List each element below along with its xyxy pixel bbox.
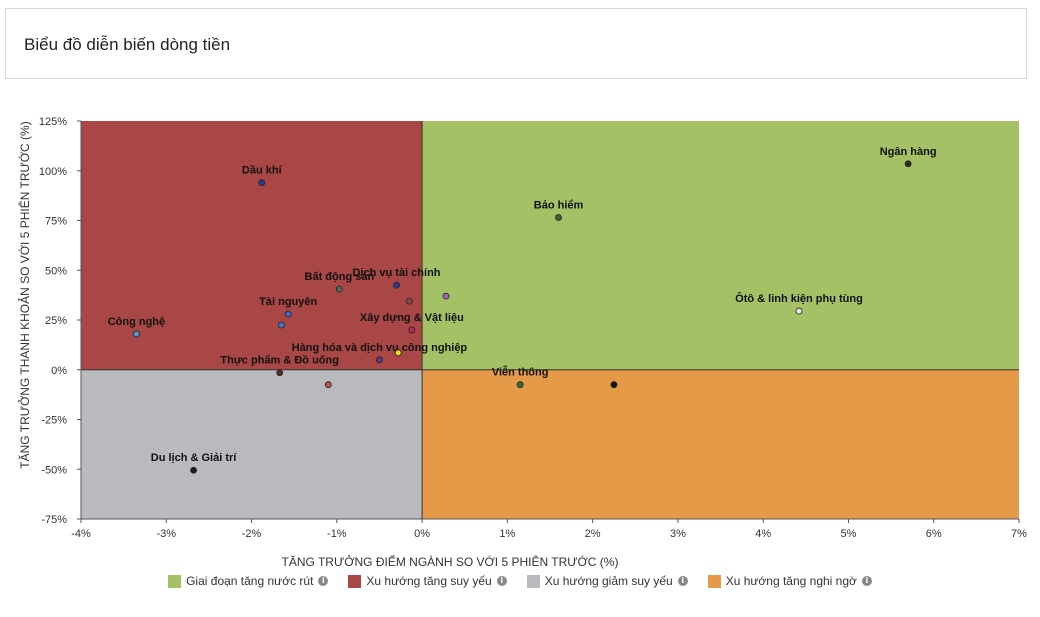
legend-label: Giai đoạn tăng nước rút — [186, 574, 314, 588]
data-point — [405, 297, 413, 305]
y-tick-label: 25% — [45, 315, 67, 327]
y-tick-label: 50% — [45, 265, 67, 277]
page-title: Biểu đồ diễn biến dòng tiền — [24, 35, 231, 54]
x-tick-label: 7% — [1011, 528, 1027, 540]
y-tick-label: -50% — [41, 464, 67, 476]
x-tick-label: -1% — [327, 528, 347, 540]
legend-swatch — [168, 574, 182, 588]
legend-label: Xu hướng tăng suy yếu — [366, 574, 492, 588]
quadrant-top-right — [422, 121, 1019, 370]
data-point — [393, 281, 400, 289]
x-tick-label: 5% — [841, 528, 857, 540]
data-point — [258, 179, 266, 187]
x-tick-label: 0% — [414, 528, 430, 540]
y-tick-label: -25% — [41, 415, 67, 427]
data-point — [276, 369, 284, 377]
point-label: Du lịch & Giải trí — [151, 452, 238, 464]
x-tick-label: -3% — [156, 528, 176, 540]
quadrant-bottom-left — [81, 369, 423, 519]
data-point — [335, 285, 343, 293]
legend-item-weakening-down[interactable]: Xu hướng giảm suy yếu i — [526, 574, 688, 588]
y-tick-label: 125% — [39, 116, 67, 128]
legend-item-weakening-up[interactable]: Xu hướng tăng suy yếu i — [348, 574, 507, 588]
y-tick-label: 100% — [39, 166, 67, 178]
point-label: Ngân hàng — [880, 146, 937, 158]
data-point — [610, 381, 618, 389]
data-point — [442, 292, 450, 300]
x-tick-label: 1% — [499, 528, 515, 540]
data-point — [394, 349, 402, 357]
point-label: Bảo hiểm — [534, 200, 584, 212]
x-tick-label: -2% — [242, 528, 262, 540]
point-label: Công nghệ — [108, 316, 165, 328]
chart-legend: Giai đoạn tăng nước rút i Xu hướng tăng … — [0, 574, 1040, 588]
point-label: Hàng hóa và dịch vụ công nghiệp — [292, 342, 468, 354]
y-tick-label: 75% — [45, 216, 67, 228]
y-tick-label: 0% — [51, 365, 67, 377]
point-label: Xây dựng & Vật liệu — [360, 312, 464, 324]
data-point — [555, 214, 562, 221]
data-point — [516, 381, 524, 389]
x-tick-label: -4% — [71, 528, 91, 540]
data-point — [284, 310, 292, 318]
cash-flow-scatter-chart: 125% 100% 75% 50% 25% 0% -25% -50% -75% -4% -3% -2%… — [17, 116, 1027, 569]
info-icon[interactable]: i — [861, 576, 872, 586]
point-label: Bất động sản — [305, 271, 375, 283]
legend-label: Xu hướng tăng nghi ngờ — [725, 574, 857, 588]
point-label: Dầu khí — [242, 165, 283, 177]
info-icon[interactable]: i — [496, 576, 507, 586]
legend-label: Xu hướng giảm suy yếu — [544, 574, 673, 588]
legend-swatch — [707, 574, 721, 588]
legend-item-accelerating[interactable]: Giai đoạn tăng nước rút i — [168, 574, 329, 588]
info-icon[interactable]: i — [318, 576, 329, 586]
y-axis-label: TĂNG TRƯỞNG THANH KHOẢN SO VỚI 5 PHIÊN T… — [17, 121, 32, 468]
data-point — [190, 466, 197, 474]
x-axis-label: TĂNG TRƯỞNG ĐIỂM NGÀNH SO VỚI 5 PHIÊN TR… — [282, 554, 619, 569]
x-tick-label: 6% — [926, 528, 942, 540]
data-point — [376, 356, 383, 364]
data-point — [904, 160, 912, 168]
data-point — [277, 321, 285, 329]
x-tick-label: 3% — [670, 528, 686, 540]
data-point — [324, 381, 332, 389]
legend-swatch — [526, 574, 540, 588]
data-point — [795, 307, 803, 315]
y-tick-label: -75% — [41, 514, 67, 526]
point-label: Tài nguyên — [259, 296, 317, 308]
point-label: Dịch vụ tài chính — [353, 267, 441, 279]
point-label: Ôtô & linh kiện phụ tùng — [735, 292, 863, 305]
quadrant-bottom-right — [422, 369, 1019, 519]
legend-item-doubtful-up[interactable]: Xu hướng tăng nghi ngờ i — [707, 574, 872, 588]
chart-header: Biểu đồ diễn biến dòng tiền — [5, 8, 1027, 79]
data-point — [133, 330, 140, 338]
quadrant-top-left — [81, 121, 423, 370]
info-icon[interactable]: i — [677, 576, 688, 586]
point-label: Viễn thông — [492, 366, 549, 379]
legend-swatch — [348, 574, 362, 588]
data-point — [408, 326, 416, 334]
x-tick-label: 2% — [585, 528, 601, 540]
x-tick-label: 4% — [755, 528, 771, 540]
point-label: Thực phẩm & Đồ uống — [220, 355, 339, 367]
